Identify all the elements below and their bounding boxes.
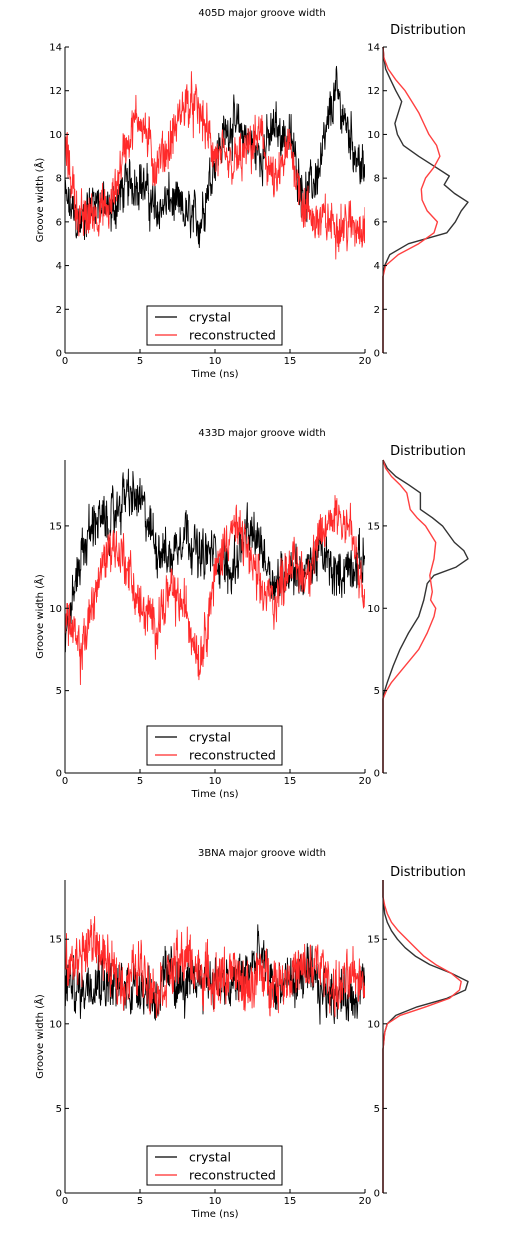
distribution-y-tick-label: 5 xyxy=(374,1104,380,1115)
y-tick-label: 4 xyxy=(56,261,62,272)
distribution-y-tick-label: 10 xyxy=(367,1019,380,1030)
legend-box xyxy=(146,725,283,766)
series-line-crystal xyxy=(65,65,365,249)
x-tick-label: 0 xyxy=(62,356,68,367)
series-line-reconstructed xyxy=(65,495,365,686)
distribution-y-tick-label: 4 xyxy=(374,261,380,272)
x-tick-label: 5 xyxy=(137,1196,143,1207)
x-axis-label: Time (ns) xyxy=(190,369,238,380)
distribution-curve-reconstructed xyxy=(382,880,462,1193)
x-axis-label: Time (ns) xyxy=(190,1209,238,1220)
y-tick-label: 10 xyxy=(49,130,62,141)
y-axis-label: Groove width (Å) xyxy=(33,994,46,1079)
legend-box xyxy=(146,305,283,346)
legend: crystal reconstructed xyxy=(146,725,283,766)
distribution-curve-reconstructed xyxy=(382,459,437,773)
panel-2: 433D major groove width 0 5 10 15 0 5 10 15 20 Tim… xyxy=(33,428,469,800)
x-tick-label: 15 xyxy=(284,776,297,787)
x-tick-label: 10 xyxy=(209,356,222,367)
series-group xyxy=(65,916,365,1025)
y-tick-label: 14 xyxy=(49,43,62,54)
x-tick-label: 20 xyxy=(359,776,372,787)
x-tick-label: 10 xyxy=(209,776,222,787)
distribution-y-tick-label: 14 xyxy=(367,43,380,54)
x-axis-label: Time (ns) xyxy=(190,789,238,800)
y-axis-label: Groove width (Å) xyxy=(33,574,46,659)
y-tick-label: 0 xyxy=(56,769,62,780)
chart-title: 433D major groove width xyxy=(198,428,325,439)
distribution-panel: Distribution 0 2 4 6 8 10 12 14 xyxy=(367,23,469,360)
legend-label-reconstructed: reconstructed xyxy=(189,748,276,763)
y-tick-label: 10 xyxy=(49,604,62,615)
chart-title: 405D major groove width xyxy=(198,8,325,19)
legend-label-reconstructed: reconstructed xyxy=(189,1168,276,1183)
y-tick-label: 10 xyxy=(49,1019,62,1030)
distribution-title: Distribution xyxy=(390,23,466,38)
panel-1: 405D major groove width 0 2 4 6 8 10 12 14 0 5 10 15… xyxy=(33,8,469,380)
y-tick-label: 5 xyxy=(56,1104,62,1115)
distribution-y-tick-label: 10 xyxy=(367,130,380,141)
y-tick-label: 6 xyxy=(56,217,62,228)
legend-label-crystal: crystal xyxy=(189,730,231,745)
chart-title: 3BNA major groove width xyxy=(198,848,326,859)
legend-label-crystal: crystal xyxy=(189,1150,231,1165)
x-tick-label: 0 xyxy=(62,776,68,787)
legend-label-reconstructed: reconstructed xyxy=(189,328,276,343)
y-tick-label: 2 xyxy=(56,305,62,316)
distribution-title: Distribution xyxy=(390,865,466,880)
distribution-y-tick-label: 12 xyxy=(367,86,380,97)
distribution-panel: Distribution 0 5 10 15 xyxy=(367,444,469,780)
distribution-y-tick-label: 0 xyxy=(374,349,380,360)
distribution-y-tick-label: 10 xyxy=(367,604,380,615)
y-tick-label: 0 xyxy=(56,349,62,360)
distribution-y-tick-label: 6 xyxy=(374,217,380,228)
series-line-reconstructed xyxy=(65,916,365,1019)
y-tick-label: 12 xyxy=(49,86,62,97)
y-tick-label: 15 xyxy=(49,521,62,532)
legend: crystal reconstructed xyxy=(146,305,283,346)
distribution-title: Distribution xyxy=(390,444,466,459)
x-tick-label: 15 xyxy=(284,1196,297,1207)
panel-3: 3BNA major groove width 0 5 10 15 0 5 10 15 20 Tim… xyxy=(33,848,469,1220)
distribution-y-tick-label: 15 xyxy=(367,935,380,946)
legend-label-crystal: crystal xyxy=(189,310,231,325)
series-group xyxy=(65,65,365,260)
x-tick-label: 15 xyxy=(284,356,297,367)
x-tick-label: 20 xyxy=(359,1196,372,1207)
y-axis-label: Groove width (Å) xyxy=(33,158,46,243)
x-tick-label: 5 xyxy=(137,356,143,367)
y-tick-label: 8 xyxy=(56,174,62,185)
distribution-y-tick-label: 2 xyxy=(374,305,380,316)
x-tick-label: 10 xyxy=(209,1196,222,1207)
y-tick-label: 15 xyxy=(49,935,62,946)
distribution-y-tick-label: 5 xyxy=(374,686,380,697)
distribution-y-tick-label: 0 xyxy=(374,1189,380,1200)
series-group xyxy=(65,468,365,686)
x-tick-label: 20 xyxy=(359,356,372,367)
distribution-curve-crystal xyxy=(382,46,469,353)
y-tick-label: 5 xyxy=(56,686,62,697)
distribution-panel: Distribution 0 5 10 15 xyxy=(367,865,469,1200)
series-line-reconstructed xyxy=(65,71,365,260)
x-tick-label: 0 xyxy=(62,1196,68,1207)
distribution-y-tick-label: 0 xyxy=(374,769,380,780)
y-tick-label: 0 xyxy=(56,1189,62,1200)
x-tick-label: 5 xyxy=(137,776,143,787)
legend-box xyxy=(146,1145,283,1186)
distribution-y-tick-label: 8 xyxy=(374,174,380,185)
distribution-curve-crystal xyxy=(382,459,469,773)
legend: crystal reconstructed xyxy=(146,1145,283,1186)
distribution-y-tick-label: 15 xyxy=(367,521,380,532)
distribution-curve-reconstructed xyxy=(382,46,441,353)
